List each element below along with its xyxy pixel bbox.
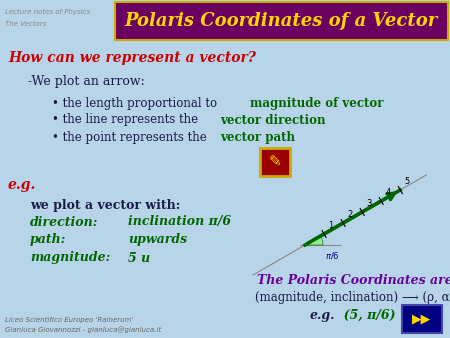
Text: magnitude of vector: magnitude of vector bbox=[250, 97, 383, 110]
Text: 2: 2 bbox=[347, 210, 352, 219]
Text: • the point represents the: • the point represents the bbox=[52, 130, 211, 144]
Text: Liceo Scientifico Europeo 'Rainerum': Liceo Scientifico Europeo 'Rainerum' bbox=[5, 317, 133, 323]
Text: (5, π/6): (5, π/6) bbox=[335, 309, 396, 321]
Text: • the line represents the: • the line represents the bbox=[52, 114, 202, 126]
Text: (magnitude, inclination) ⟶ (ρ, α): (magnitude, inclination) ⟶ (ρ, α) bbox=[256, 291, 450, 305]
Text: The Polaris Coordinates are: The Polaris Coordinates are bbox=[257, 273, 450, 287]
Text: e.g.: e.g. bbox=[310, 309, 336, 321]
Text: upwards: upwards bbox=[128, 234, 187, 246]
Text: The Vectors: The Vectors bbox=[5, 21, 46, 27]
Text: 5 u: 5 u bbox=[128, 251, 150, 265]
Text: 3: 3 bbox=[366, 198, 372, 208]
Text: How can we represent a vector?: How can we represent a vector? bbox=[8, 51, 256, 65]
Text: Lecture notes of Physics: Lecture notes of Physics bbox=[5, 9, 90, 15]
Text: $\pi/6$: $\pi/6$ bbox=[325, 250, 340, 261]
Text: ✎: ✎ bbox=[269, 154, 281, 169]
Text: • the length proportional to: • the length proportional to bbox=[52, 97, 221, 110]
Text: Gianluca Giovannozzi - gianluca@gianluca.it: Gianluca Giovannozzi - gianluca@gianluca… bbox=[5, 327, 161, 333]
Text: 5: 5 bbox=[404, 176, 410, 186]
FancyBboxPatch shape bbox=[402, 305, 442, 333]
Text: vector direction: vector direction bbox=[220, 114, 325, 126]
Text: inclination π/6: inclination π/6 bbox=[128, 216, 231, 228]
Text: e.g.: e.g. bbox=[8, 178, 36, 192]
FancyBboxPatch shape bbox=[115, 2, 448, 40]
Text: 4: 4 bbox=[385, 188, 391, 196]
Text: direction:: direction: bbox=[30, 216, 99, 228]
Text: vector path: vector path bbox=[220, 130, 295, 144]
Wedge shape bbox=[305, 236, 323, 245]
Text: ▶▶: ▶▶ bbox=[412, 313, 432, 325]
Text: we plot a vector with:: we plot a vector with: bbox=[30, 198, 180, 212]
Text: 1: 1 bbox=[328, 220, 333, 230]
Text: path:: path: bbox=[30, 234, 67, 246]
Text: -We plot an arrow:: -We plot an arrow: bbox=[28, 75, 145, 89]
Text: magnitude:: magnitude: bbox=[30, 251, 110, 265]
Text: Polaris Coordinates of a Vector: Polaris Coordinates of a Vector bbox=[125, 12, 438, 30]
FancyBboxPatch shape bbox=[260, 148, 290, 176]
